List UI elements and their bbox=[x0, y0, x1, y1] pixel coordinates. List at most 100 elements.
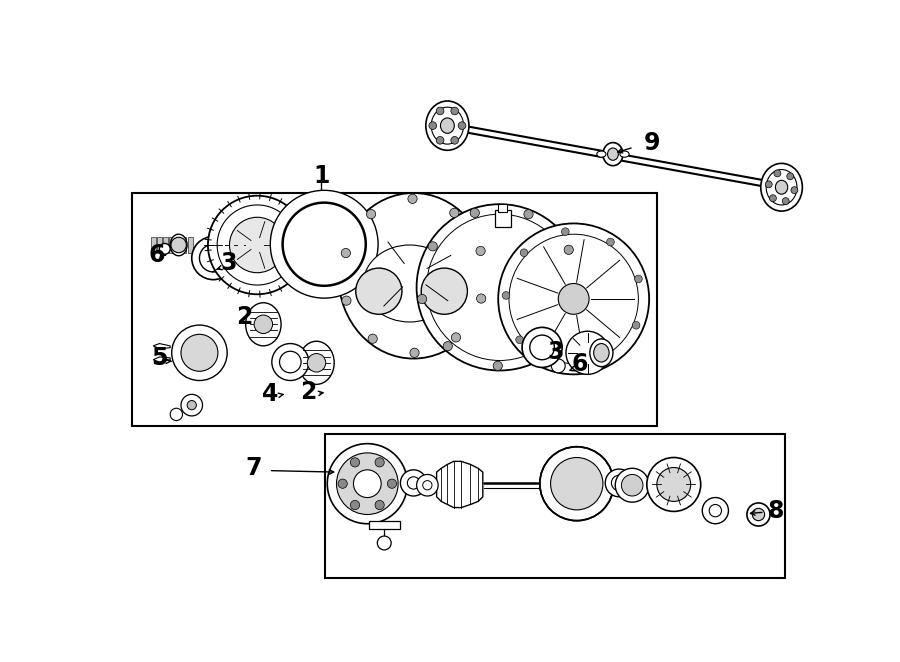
Bar bbox=[169, 237, 174, 253]
Bar bbox=[499, 204, 508, 212]
Circle shape bbox=[428, 242, 437, 251]
Text: 2: 2 bbox=[301, 380, 317, 404]
Circle shape bbox=[270, 190, 378, 298]
Circle shape bbox=[328, 444, 408, 524]
Circle shape bbox=[509, 234, 638, 363]
Circle shape bbox=[564, 245, 573, 254]
Circle shape bbox=[159, 244, 170, 254]
Bar bbox=[151, 237, 156, 253]
Bar bbox=[158, 237, 162, 253]
Circle shape bbox=[423, 481, 432, 490]
Bar bbox=[131, 193, 657, 426]
Circle shape bbox=[280, 352, 302, 373]
Circle shape bbox=[427, 214, 573, 361]
Circle shape bbox=[522, 328, 562, 367]
Circle shape bbox=[418, 295, 427, 304]
Ellipse shape bbox=[364, 245, 456, 322]
Circle shape bbox=[181, 334, 218, 371]
Circle shape bbox=[607, 238, 615, 246]
Circle shape bbox=[408, 477, 419, 489]
Ellipse shape bbox=[766, 169, 797, 205]
Circle shape bbox=[544, 344, 554, 354]
Ellipse shape bbox=[760, 164, 803, 211]
Circle shape bbox=[621, 475, 643, 496]
Circle shape bbox=[230, 217, 285, 273]
Text: 5: 5 bbox=[151, 346, 167, 370]
Ellipse shape bbox=[338, 193, 489, 359]
Circle shape bbox=[354, 470, 382, 498]
Circle shape bbox=[368, 334, 377, 344]
Circle shape bbox=[554, 361, 562, 369]
Circle shape bbox=[562, 228, 569, 236]
Circle shape bbox=[499, 224, 649, 374]
Circle shape bbox=[187, 401, 196, 410]
Bar bbox=[325, 434, 785, 579]
Circle shape bbox=[254, 315, 273, 334]
Circle shape bbox=[770, 195, 777, 202]
Text: 1: 1 bbox=[313, 164, 329, 188]
Circle shape bbox=[657, 467, 690, 501]
Circle shape bbox=[552, 359, 565, 373]
Ellipse shape bbox=[170, 234, 187, 256]
Circle shape bbox=[421, 268, 467, 314]
Circle shape bbox=[408, 194, 417, 203]
Circle shape bbox=[572, 299, 581, 308]
Circle shape bbox=[350, 500, 360, 510]
Circle shape bbox=[366, 209, 375, 218]
Circle shape bbox=[272, 344, 309, 381]
Ellipse shape bbox=[620, 151, 629, 157]
Circle shape bbox=[647, 457, 701, 512]
Circle shape bbox=[377, 536, 392, 550]
Circle shape bbox=[634, 275, 643, 283]
Ellipse shape bbox=[299, 341, 334, 385]
Circle shape bbox=[410, 348, 419, 357]
Circle shape bbox=[774, 170, 781, 177]
Circle shape bbox=[443, 342, 453, 351]
Circle shape bbox=[782, 198, 789, 205]
Bar bbox=[182, 237, 186, 253]
Circle shape bbox=[791, 187, 798, 193]
Circle shape bbox=[283, 203, 365, 286]
Circle shape bbox=[451, 107, 459, 115]
Circle shape bbox=[375, 500, 384, 510]
Circle shape bbox=[341, 248, 350, 258]
Circle shape bbox=[502, 291, 509, 299]
Circle shape bbox=[417, 475, 438, 496]
Circle shape bbox=[208, 196, 307, 295]
Circle shape bbox=[470, 209, 480, 218]
Circle shape bbox=[356, 268, 402, 314]
Text: 8: 8 bbox=[767, 498, 784, 522]
Circle shape bbox=[171, 237, 186, 253]
Circle shape bbox=[611, 475, 626, 491]
Circle shape bbox=[451, 136, 459, 144]
Text: 6: 6 bbox=[148, 243, 166, 267]
Circle shape bbox=[752, 508, 765, 520]
Text: 2: 2 bbox=[236, 305, 252, 328]
Circle shape bbox=[436, 136, 444, 144]
Ellipse shape bbox=[590, 339, 613, 367]
Circle shape bbox=[765, 181, 772, 188]
Text: 7: 7 bbox=[245, 455, 262, 479]
Ellipse shape bbox=[431, 107, 464, 144]
Ellipse shape bbox=[776, 180, 788, 194]
Polygon shape bbox=[153, 344, 170, 349]
Circle shape bbox=[493, 361, 502, 371]
Circle shape bbox=[530, 335, 554, 359]
Circle shape bbox=[350, 457, 360, 467]
Circle shape bbox=[192, 236, 235, 279]
Circle shape bbox=[387, 479, 397, 489]
Circle shape bbox=[170, 408, 183, 420]
Circle shape bbox=[702, 498, 728, 524]
Bar bbox=[163, 237, 168, 253]
Circle shape bbox=[342, 296, 351, 305]
Circle shape bbox=[632, 322, 640, 329]
Polygon shape bbox=[153, 357, 170, 362]
Ellipse shape bbox=[246, 303, 281, 346]
Bar bbox=[176, 237, 180, 253]
Circle shape bbox=[558, 283, 590, 314]
Circle shape bbox=[516, 336, 524, 344]
Circle shape bbox=[787, 173, 794, 180]
Circle shape bbox=[709, 504, 722, 517]
Text: 4: 4 bbox=[262, 381, 278, 406]
Circle shape bbox=[217, 205, 297, 285]
